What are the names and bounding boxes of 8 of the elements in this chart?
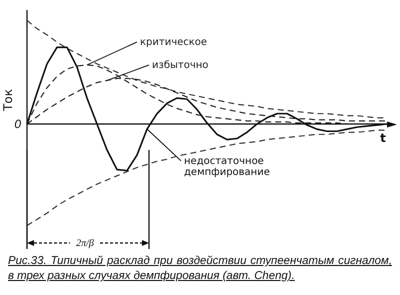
text: критическое	[140, 37, 208, 48]
text: 0	[14, 117, 22, 131]
x-axis-title: t	[380, 131, 386, 145]
series-label: избыточно	[152, 60, 208, 71]
y-axis-title: Ток	[1, 89, 15, 112]
text: недостаточное демпфирование	[184, 156, 270, 178]
text: Рис.33. Типичный расклад при воздействии ступеенчатым сигналом, в трех разных случаях демпфирования (авт. Cheng).	[8, 254, 392, 284]
text: 2π/β	[76, 238, 94, 249]
